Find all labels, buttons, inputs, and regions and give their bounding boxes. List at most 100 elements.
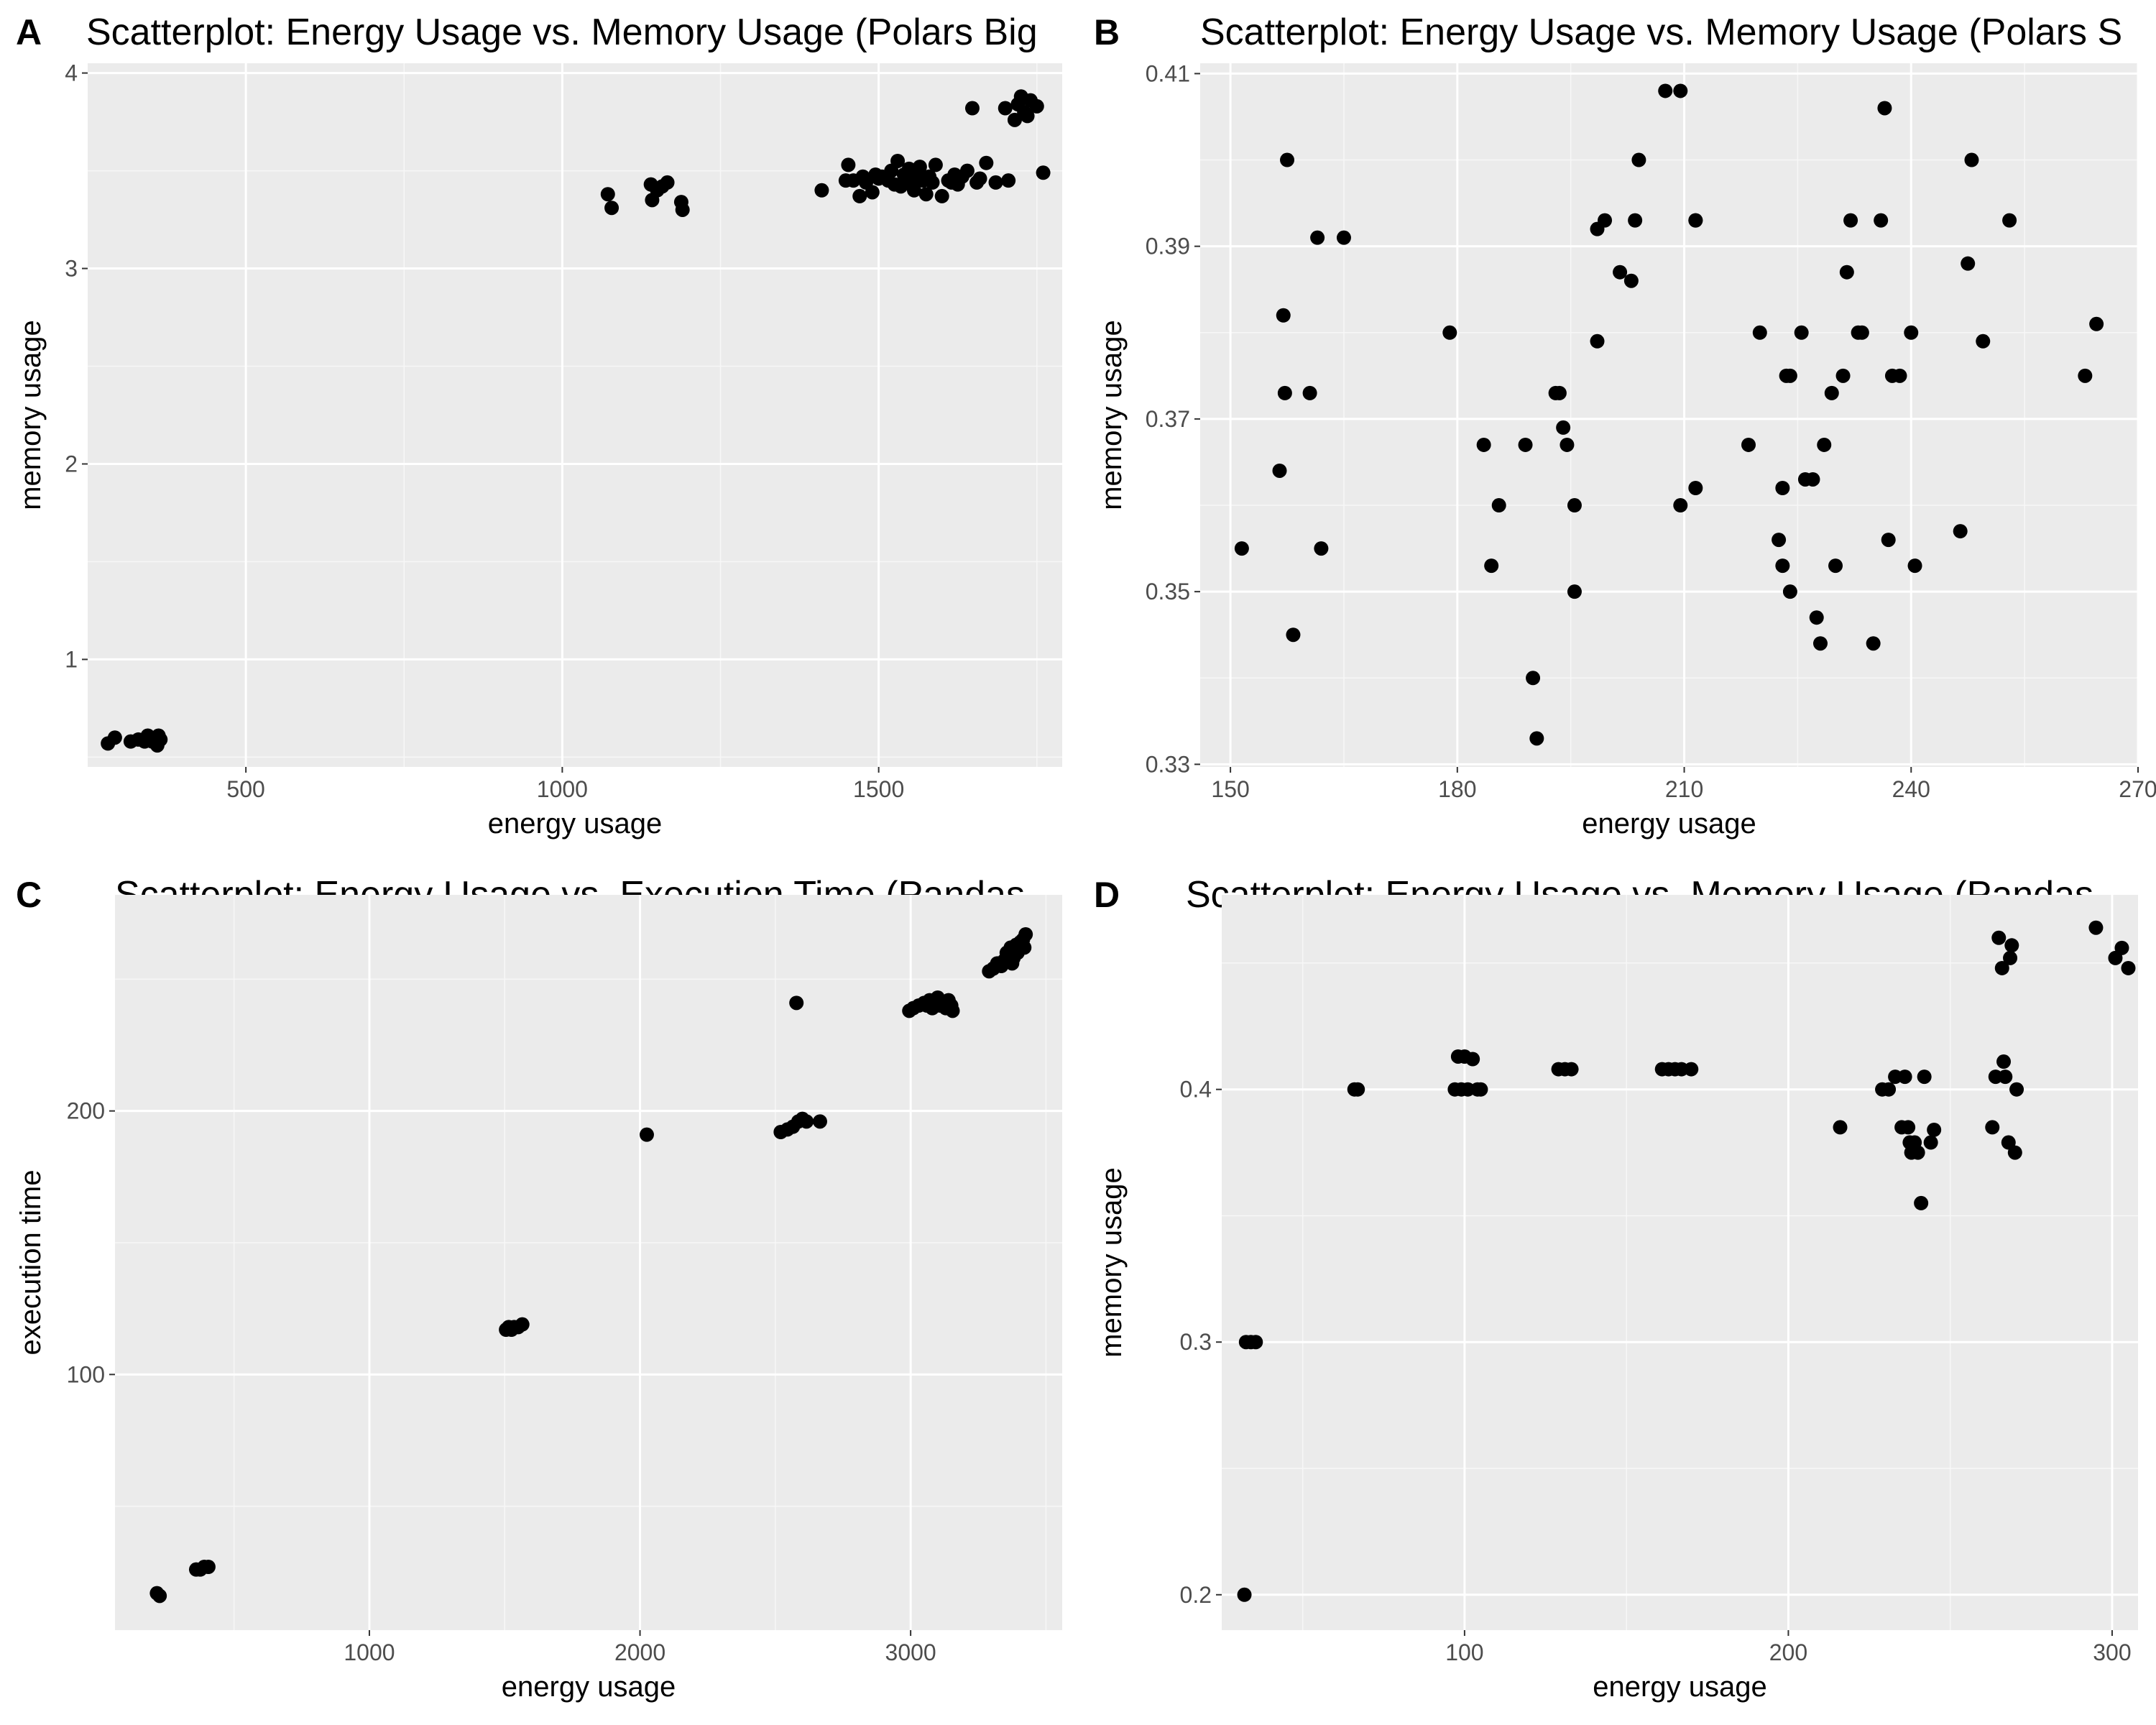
x-axis-label: energy usage	[502, 1671, 676, 1703]
data-point	[1688, 481, 1703, 496]
data-point	[1985, 1120, 2000, 1135]
data-point	[979, 155, 994, 170]
panel-tag: B	[1094, 12, 1120, 52]
data-point	[1775, 558, 1790, 574]
data-point	[1567, 584, 1582, 599]
data-point	[1526, 671, 1541, 686]
x-tick-label: 1000	[537, 776, 588, 802]
data-point	[1302, 385, 1317, 400]
data-point	[1442, 325, 1457, 340]
data-point	[1336, 230, 1351, 245]
data-point	[1280, 152, 1295, 167]
data-point	[660, 175, 675, 190]
chart-title: Scatterplot: Energy Usage vs. Memory Usa…	[86, 12, 1038, 53]
data-point	[906, 183, 921, 198]
data-point	[1907, 558, 1922, 574]
scatter-points	[1234, 83, 2104, 746]
y-tick-label: 3	[65, 256, 78, 282]
data-point	[2007, 1145, 2022, 1160]
data-point	[1775, 481, 1790, 496]
data-point	[998, 101, 1013, 116]
y-tick-label: 0.2	[1180, 1582, 1212, 1608]
data-point	[1772, 533, 1787, 548]
data-point	[972, 171, 987, 186]
y-axis-label: memory usage	[1096, 320, 1128, 510]
data-point	[675, 202, 690, 217]
data-point	[639, 1127, 654, 1142]
data-point	[865, 185, 880, 200]
y-tick-label: 200	[67, 1098, 105, 1124]
data-point	[1564, 1062, 1579, 1077]
data-point	[1914, 1195, 1929, 1210]
data-point	[600, 187, 615, 202]
data-point	[1310, 230, 1325, 245]
panel-tag: D	[1094, 875, 1120, 915]
x-tick-label: 180	[1438, 776, 1476, 802]
data-point	[1484, 558, 1499, 574]
data-point	[1782, 368, 1797, 383]
data-point	[852, 188, 867, 203]
data-point	[1673, 498, 1688, 513]
data-point	[1277, 385, 1292, 400]
y-tick-label: 100	[67, 1361, 105, 1387]
data-point	[1881, 533, 1896, 548]
data-point	[912, 160, 927, 175]
data-point	[812, 1114, 827, 1129]
scatter-points	[149, 927, 1033, 1604]
data-point	[1473, 1082, 1488, 1097]
chart-panel-a: A Scatterplot: Energy Usage vs. Memory Us…	[15, 12, 1062, 840]
y-axis-label: execution time	[15, 1170, 47, 1356]
data-point	[107, 730, 122, 745]
data-point	[1817, 437, 1832, 452]
x-tick-label: 240	[1892, 776, 1930, 802]
data-point	[1976, 334, 1991, 349]
data-point	[1628, 213, 1643, 228]
data-point	[1927, 1122, 1942, 1137]
scatter-points	[101, 89, 1051, 753]
chart-panel-c: CScatterplot: Energy Usage vs. Execution…	[15, 874, 1062, 1703]
data-point	[1001, 173, 1016, 188]
data-point	[1020, 109, 1035, 124]
y-tick-label: 4	[65, 60, 78, 86]
data-point	[1560, 437, 1575, 452]
data-point	[1897, 1070, 1912, 1085]
data-point	[789, 995, 804, 1011]
x-tick-label: 210	[1665, 776, 1703, 802]
data-point	[1598, 213, 1613, 228]
data-point	[201, 1560, 216, 1574]
data-point	[1036, 165, 1051, 180]
data-point	[1276, 308, 1291, 323]
data-point	[1904, 325, 1919, 340]
x-tick-label: 2000	[614, 1639, 665, 1665]
data-point	[1529, 731, 1544, 746]
data-point	[1684, 1062, 1699, 1077]
data-point	[1901, 1120, 1916, 1135]
data-point	[1248, 1335, 1263, 1350]
data-point	[1476, 437, 1491, 452]
data-point	[814, 183, 829, 198]
data-point	[1314, 541, 1329, 556]
y-tick-label: 0.39	[1146, 234, 1190, 259]
data-point	[799, 1114, 814, 1129]
data-point	[2078, 368, 2093, 383]
data-point	[604, 201, 619, 216]
data-point	[1234, 541, 1249, 556]
y-tick-label: 0.37	[1146, 406, 1190, 432]
plot-background	[1200, 63, 2138, 767]
x-tick-label: 100	[1445, 1639, 1483, 1665]
chart-title: Scatterplot: Energy Usage vs. Memory Usa…	[1200, 12, 2122, 53]
data-point	[2003, 950, 2018, 965]
data-point	[1794, 325, 1809, 340]
data-point	[1877, 101, 1892, 116]
data-point	[1631, 152, 1646, 167]
data-point	[1590, 334, 1605, 349]
data-point	[1741, 437, 1756, 452]
data-point	[928, 157, 943, 172]
data-point	[1782, 584, 1797, 599]
data-point	[1017, 940, 1032, 955]
data-point	[1881, 1082, 1897, 1097]
data-point	[1812, 636, 1828, 651]
x-axis-label: energy usage	[1582, 808, 1756, 840]
data-point	[1994, 960, 2009, 975]
